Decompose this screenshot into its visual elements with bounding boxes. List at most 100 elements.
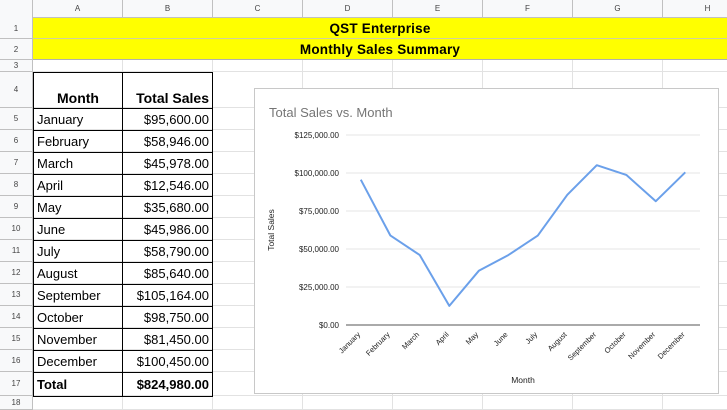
column-header-e[interactable]: E — [393, 0, 483, 18]
y-tick-label: $50,000.00 — [299, 245, 340, 254]
sales-cell[interactable]: $85,640.00 — [122, 262, 213, 285]
month-cell[interactable]: June — [33, 218, 123, 241]
month-cell[interactable]: May — [33, 196, 123, 219]
sales-cell[interactable]: $45,986.00 — [122, 218, 213, 241]
y-tick-label: $125,000.00 — [295, 131, 340, 140]
report-title-cell[interactable]: Monthly Sales Summary — [33, 39, 727, 60]
company-title-cell[interactable]: QST Enterprise — [33, 18, 727, 39]
column-header-bar: ABCDEFGHI — [0, 0, 727, 18]
month-cell[interactable]: September — [33, 284, 123, 307]
month-cell[interactable]: October — [33, 306, 123, 329]
sales-cell[interactable]: $12,546.00 — [122, 174, 213, 197]
table-row: September $105,164.00 — [33, 284, 213, 307]
column-header-a[interactable]: A — [33, 0, 123, 18]
sales-cell[interactable]: $45,978.00 — [122, 152, 213, 175]
row-header-5[interactable]: 5 — [0, 108, 33, 130]
x-tick-label: July — [523, 330, 539, 346]
series-line — [359, 164, 686, 307]
chart-canvas: Total Sales vs. Month $0.00 $25,000.00 $50,… — [266, 105, 700, 385]
month-cell[interactable]: April — [33, 174, 123, 197]
row-header-3[interactable]: 3 — [0, 60, 33, 72]
y-axis-title: Total Sales — [266, 209, 276, 251]
y-tick-label: $25,000.00 — [299, 283, 340, 292]
row-gridline — [33, 71, 727, 72]
sales-cell[interactable]: $58,946.00 — [122, 130, 213, 153]
x-tick-label: April — [434, 330, 451, 347]
table-row: June $45,986.00 — [33, 218, 213, 241]
month-cell[interactable]: August — [33, 262, 123, 285]
month-cell[interactable]: November — [33, 328, 123, 351]
sales-cell[interactable]: $105,164.00 — [122, 284, 213, 307]
sales-cell[interactable]: $35,680.00 — [122, 196, 213, 219]
table-row: May $35,680.00 — [33, 196, 213, 219]
x-tick-label: October — [602, 330, 628, 356]
column-header-c[interactable]: C — [213, 0, 303, 18]
sales-table: Month Total Sales January $95,600.00 Febru… — [33, 72, 213, 397]
table-row: March $45,978.00 — [33, 152, 213, 175]
month-cell[interactable]: January — [33, 108, 123, 131]
table-row: April $12,546.00 — [33, 174, 213, 197]
month-header-cell[interactable]: Month — [33, 72, 123, 109]
column-header-b[interactable]: B — [123, 0, 213, 18]
row-header-6[interactable]: 6 — [0, 130, 33, 152]
row-header-4[interactable]: 4 — [0, 72, 33, 108]
total-row: Total $824,980.00 — [33, 372, 213, 397]
y-tick-label: $100,000.00 — [295, 169, 340, 178]
sales-cell[interactable]: $81,450.00 — [122, 328, 213, 351]
month-cell[interactable]: February — [33, 130, 123, 153]
sales-cell[interactable]: $58,790.00 — [122, 240, 213, 263]
row-header-15[interactable]: 15 — [0, 328, 33, 350]
column-gridline — [212, 18, 213, 410]
sales-cell[interactable]: $98,750.00 — [122, 306, 213, 329]
x-axis-title: Month — [511, 375, 535, 385]
select-all-corner[interactable] — [0, 0, 33, 18]
row-header-2[interactable]: 2 — [0, 39, 33, 60]
total-value-cell[interactable]: $824,980.00 — [122, 372, 213, 397]
row-header-11[interactable]: 11 — [0, 240, 33, 262]
sales-line-chart[interactable]: Total Sales vs. Month $0.00 $25,000.00 $50,… — [254, 88, 719, 394]
row-header-13[interactable]: 13 — [0, 284, 33, 306]
row-header-10[interactable]: 10 — [0, 218, 33, 240]
row-header-17[interactable]: 17 — [0, 372, 33, 396]
row-header-1[interactable]: 1 — [0, 18, 33, 39]
sales-cell[interactable]: $100,450.00 — [122, 350, 213, 373]
column-header-f[interactable]: F — [483, 0, 573, 18]
table-row: January $95,600.00 — [33, 108, 213, 131]
table-row: July $58,790.00 — [33, 240, 213, 263]
x-tick-label: June — [492, 330, 510, 348]
total-label-cell[interactable]: Total — [33, 372, 123, 397]
table-row: December $100,450.00 — [33, 350, 213, 373]
row-header-14[interactable]: 14 — [0, 306, 33, 328]
row-header-18[interactable]: 18 — [0, 396, 33, 410]
row-header-7[interactable]: 7 — [0, 152, 33, 174]
table-row: October $98,750.00 — [33, 306, 213, 329]
table-row: August $85,640.00 — [33, 262, 213, 285]
x-tick-label: February — [364, 330, 392, 358]
column-header-h[interactable]: H — [663, 0, 727, 18]
month-cell[interactable]: July — [33, 240, 123, 263]
y-tick-label: $0.00 — [319, 321, 340, 330]
month-cell[interactable]: December — [33, 350, 123, 373]
x-tick-label: November — [626, 330, 657, 361]
y-tick-label: $75,000.00 — [299, 207, 340, 216]
table-header-row: Month Total Sales — [33, 72, 213, 109]
x-tick-label: May — [464, 330, 481, 347]
column-header-d[interactable]: D — [303, 0, 393, 18]
x-tick-label: August — [546, 329, 570, 353]
row-header-8[interactable]: 8 — [0, 174, 33, 196]
table-row: February $58,946.00 — [33, 130, 213, 153]
row-header-12[interactable]: 12 — [0, 262, 33, 284]
row-header-16[interactable]: 16 — [0, 350, 33, 372]
column-header-g[interactable]: G — [573, 0, 663, 18]
month-cell[interactable]: March — [33, 152, 123, 175]
x-tick-label: March — [400, 330, 421, 351]
total-sales-header-cell[interactable]: Total Sales — [122, 72, 213, 109]
x-tick-label: January — [337, 330, 362, 355]
table-row: November $81,450.00 — [33, 328, 213, 351]
x-tick-label: September — [566, 330, 599, 363]
x-tick-label: December — [656, 330, 687, 361]
sales-cell[interactable]: $95,600.00 — [122, 108, 213, 131]
row-gridline — [33, 395, 727, 396]
chart-title: Total Sales vs. Month — [269, 105, 393, 120]
row-header-9[interactable]: 9 — [0, 196, 33, 218]
